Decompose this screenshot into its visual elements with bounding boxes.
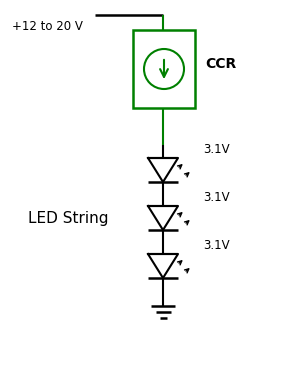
Text: +12 to 20 V: +12 to 20 V — [12, 21, 83, 33]
Text: 3.1V: 3.1V — [203, 239, 230, 252]
Text: LED String: LED String — [28, 211, 108, 225]
Text: 3.1V: 3.1V — [203, 143, 230, 156]
Text: CCR: CCR — [205, 57, 236, 71]
Text: 3.1V: 3.1V — [203, 191, 230, 204]
Bar — [133, 30, 195, 108]
